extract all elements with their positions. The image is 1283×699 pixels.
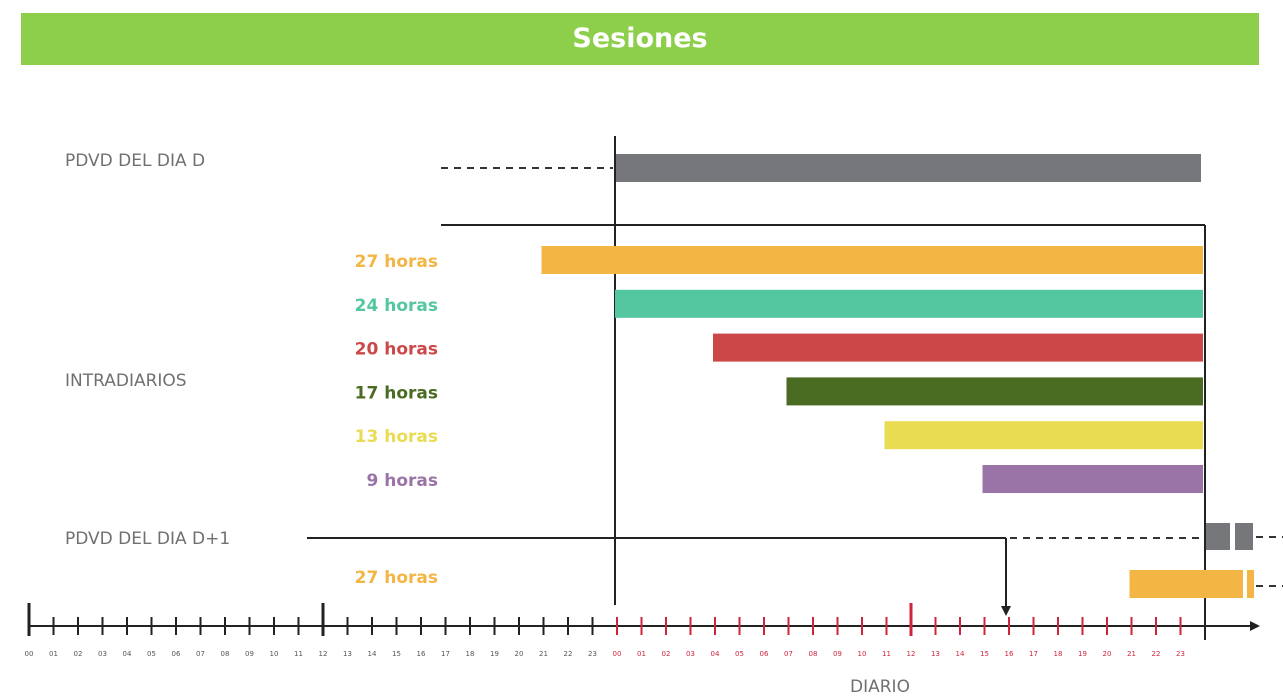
axis-tick-label: 08: [221, 650, 230, 658]
axis-tick-label: 21: [539, 650, 548, 658]
pdvd-d1-arrow-head: [1001, 606, 1011, 616]
pdvd-d1-bar-b: [1235, 523, 1253, 550]
sessions-header: Sesiones: [21, 13, 1259, 65]
session-label: 17 horas: [355, 383, 438, 403]
axis-tick-label: 20: [1103, 650, 1112, 658]
session-bar: [615, 289, 1203, 318]
pdvd-d1-label: PDVD DEL DIA D+1: [65, 529, 230, 549]
axis-tick-label: 01: [49, 650, 58, 658]
axis-tick-label: 09: [833, 650, 842, 658]
axis-tick-label: 14: [956, 650, 965, 658]
axis-tick-label: 08: [809, 650, 818, 658]
session-label: 13 horas: [355, 427, 438, 447]
axis-tick-label: 14: [368, 650, 377, 658]
axis-tick-label: 03: [98, 650, 107, 658]
axis-tick-label: 12: [319, 650, 328, 658]
axis-tick-label: 16: [1005, 650, 1014, 658]
session-label: 9 horas: [366, 471, 438, 491]
axis-tick-label: 00: [25, 650, 34, 658]
axis-tick-label: 12: [907, 650, 916, 658]
session-bar: [541, 246, 1203, 274]
axis-tick-label: 02: [662, 650, 671, 658]
session-bar: [982, 465, 1203, 493]
axis-tick-label: 02: [74, 650, 83, 658]
axis-tick-label: 19: [1078, 650, 1087, 658]
axis-tick-label: 17: [1029, 650, 1038, 658]
axis-tick-label: 13: [931, 650, 940, 658]
axis-tick-label: 23: [588, 650, 597, 658]
axis-tick-label: 05: [735, 650, 744, 658]
axis-tick-label: 04: [123, 650, 132, 658]
session-bar: [884, 421, 1203, 450]
axis-tick-label: 17: [441, 650, 450, 658]
axis-tick-label: 11: [882, 650, 891, 658]
axis-tick-label: 15: [392, 650, 401, 658]
time-axis-arrow-head: [1250, 621, 1260, 631]
time-axis-ticks: 00 01 02 03 04 05 06 07 08 09 10 11 12 13 14 15 16 17 18 19…: [25, 603, 1185, 658]
axis-tick-label: 10: [270, 650, 279, 658]
axis-tick-label: 18: [466, 650, 475, 658]
axis-tick-label: 11: [294, 650, 303, 658]
axis-tick-label: 15: [980, 650, 989, 658]
axis-tick-label: 01: [637, 650, 646, 658]
header-title: Sesiones: [572, 23, 708, 54]
axis-tick-label: 20: [515, 650, 524, 658]
session-bar: [713, 333, 1203, 362]
axis-tick-label: 00: [613, 650, 622, 658]
axis-tick-label: 23: [1176, 650, 1185, 658]
axis-tick-label: 09: [245, 650, 254, 658]
axis-tick-label: 06: [172, 650, 181, 658]
intradiarios-label: INTRADIARIOS: [65, 371, 187, 391]
pdvd-d-label: PDVD DEL DIA D: [65, 151, 205, 171]
pdvd-d1-bar-a: [1206, 523, 1230, 550]
next-day-27h-bar-continuation: [1247, 570, 1254, 598]
axis-label-diario: DIARIO: [850, 677, 910, 697]
axis-tick-label: 06: [760, 650, 769, 658]
next-day-27h-label: 27 horas: [355, 568, 438, 588]
axis-tick-label: 21: [1127, 650, 1136, 658]
axis-tick-label: 22: [564, 650, 573, 658]
intraday-sessions: 27 horas 24 horas 20 horas 17 horas 13 horas…: [355, 246, 1203, 493]
axis-tick-label: 07: [196, 650, 205, 658]
axis-tick-label: 03: [686, 650, 695, 658]
session-bar: [786, 377, 1203, 406]
axis-tick-label: 10: [858, 650, 867, 658]
axis-tick-label: 22: [1152, 650, 1161, 658]
axis-tick-label: 13: [343, 650, 352, 658]
axis-tick-label: 07: [784, 650, 793, 658]
session-label: 24 horas: [355, 296, 438, 316]
axis-tick-label: 18: [1054, 650, 1063, 658]
next-day-27h-bar: [1129, 570, 1243, 598]
pdvd-d-bar: [616, 154, 1201, 182]
session-label: 20 horas: [355, 340, 438, 360]
axis-tick-label: 04: [711, 650, 720, 658]
axis-tick-label: 16: [417, 650, 426, 658]
axis-tick-label: 19: [490, 650, 499, 658]
session-label: 27 horas: [355, 252, 438, 272]
axis-tick-label: 05: [147, 650, 156, 658]
